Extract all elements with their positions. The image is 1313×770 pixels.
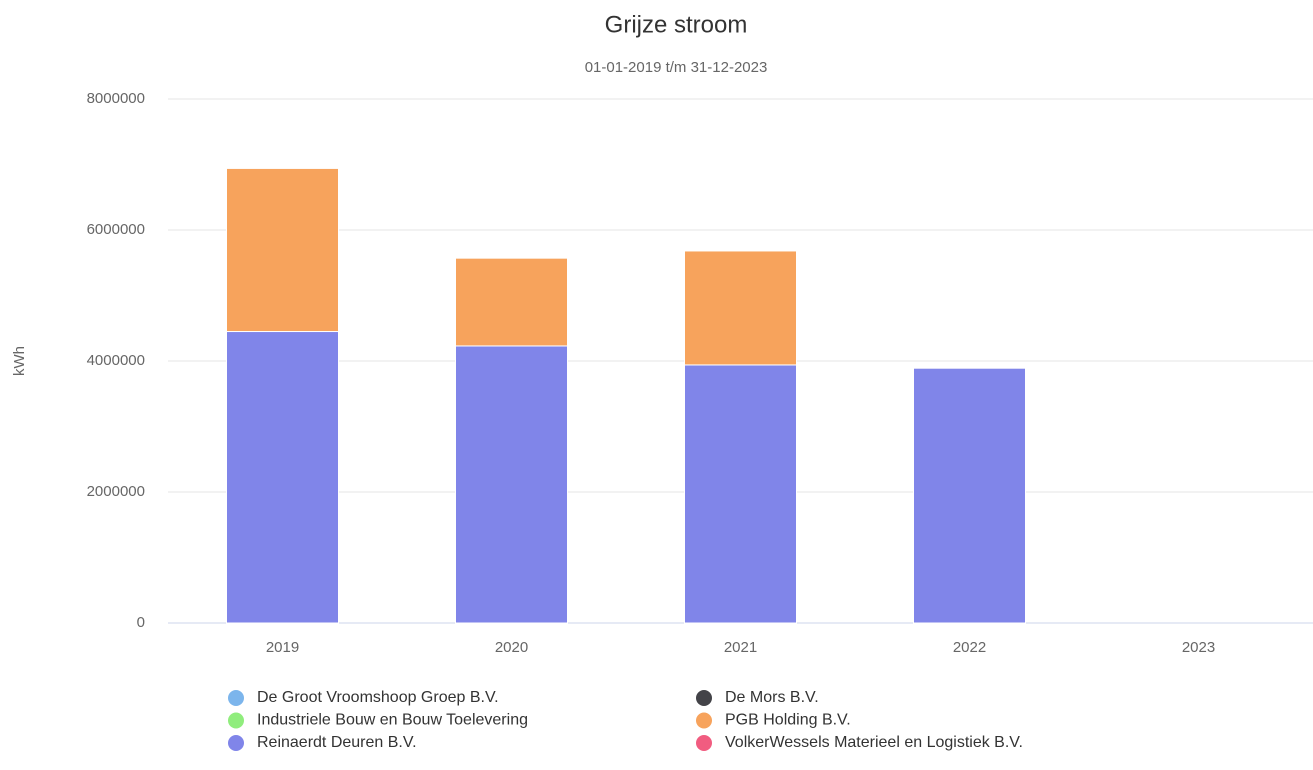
- legend-marker: [696, 735, 712, 751]
- y-tick-label: 4000000: [87, 352, 145, 369]
- legend-marker: [228, 735, 244, 751]
- chart-title: Grijze stroom: [605, 11, 748, 38]
- x-tick-label: 2019: [266, 639, 299, 656]
- legend-label: VolkerWessels Materieel en Logistiek B.V…: [725, 734, 1023, 751]
- y-axis-label: kWh: [11, 346, 28, 376]
- legend-label: De Mors B.V.: [725, 689, 819, 706]
- x-tick-label: 2020: [495, 639, 528, 656]
- legend-marker: [228, 712, 244, 729]
- legend-label: Reinaerdt Deuren B.V.: [257, 734, 417, 751]
- x-tick-label: 2021: [724, 639, 757, 656]
- chart-subtitle: 01-01-2019 t/m 31-12-2023: [585, 59, 768, 76]
- legend-marker: [696, 712, 712, 729]
- x-tick-label: 2023: [1182, 639, 1215, 656]
- legend-label: De Groot Vroomshoop Groep B.V.: [257, 689, 499, 706]
- x-tick-label: 2022: [953, 639, 986, 656]
- bar: [455, 257, 568, 347]
- y-tick-label: 8000000: [87, 90, 145, 107]
- bar: [226, 331, 339, 624]
- legend-label: Industriele Bouw en Bouw Toelevering: [257, 712, 528, 729]
- bar: [913, 367, 1026, 624]
- bar: [226, 167, 339, 333]
- y-tick-label: 2000000: [87, 483, 145, 500]
- bar: [684, 364, 797, 624]
- legend-marker: [228, 690, 244, 706]
- y-tick-label: 0: [137, 614, 145, 631]
- bar: [684, 250, 797, 366]
- y-tick-label: 6000000: [87, 221, 145, 238]
- bar: [455, 345, 568, 624]
- legend-label: PGB Holding B.V.: [725, 712, 851, 729]
- legend-marker: [696, 690, 712, 706]
